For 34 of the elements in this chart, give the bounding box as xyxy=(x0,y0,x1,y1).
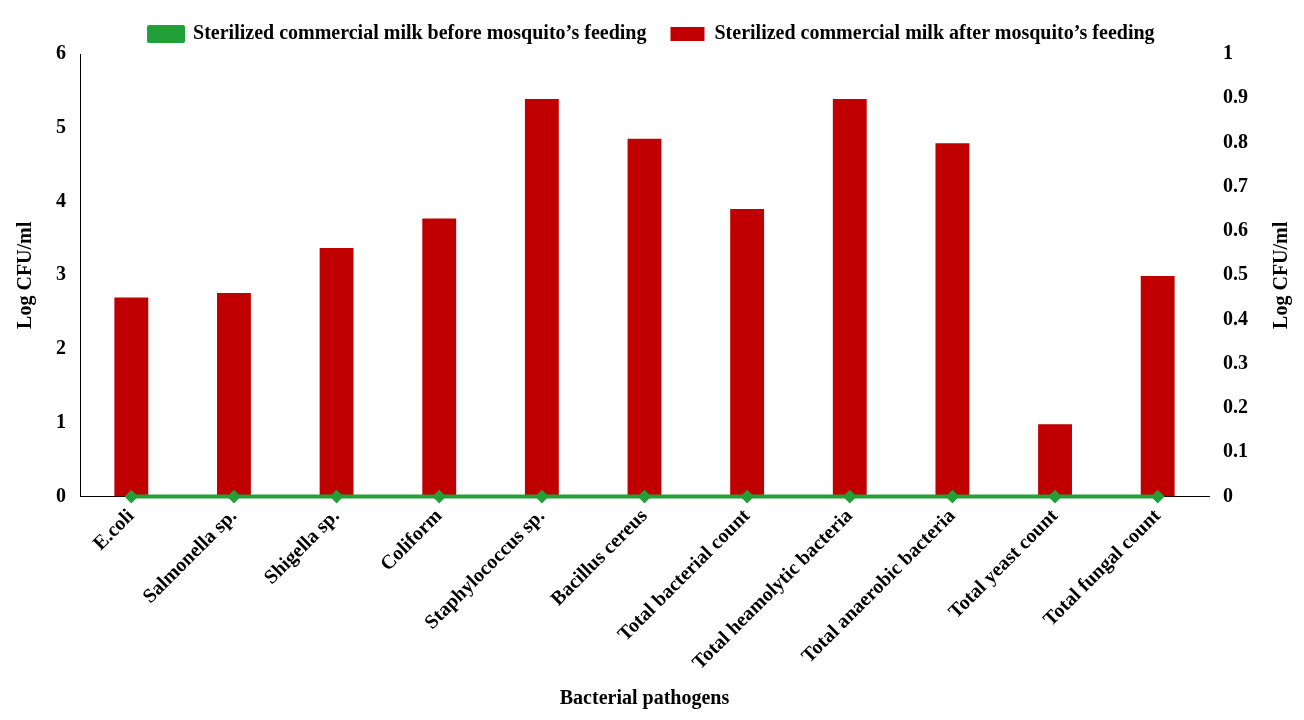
bar xyxy=(730,208,765,497)
y-axis-title: Log CFU/ml xyxy=(13,221,37,329)
y-tick-label: 1 xyxy=(56,409,66,432)
bar xyxy=(935,143,970,497)
bar xyxy=(217,293,251,497)
bar xyxy=(114,297,149,497)
y2-tick-label: 0.8 xyxy=(1223,129,1248,152)
y-tick-label: 4 xyxy=(56,188,66,211)
bar xyxy=(1038,424,1072,497)
y-tick-label: 0 xyxy=(56,483,66,506)
y2-tick-label: 0.1 xyxy=(1223,439,1248,462)
y2-tick-label: 1 xyxy=(1223,41,1233,64)
y-tick-label: 2 xyxy=(56,336,66,359)
bar xyxy=(422,218,457,497)
y2-tick-label: 0.4 xyxy=(1223,306,1248,329)
x-axis-title: Bacterial pathogens xyxy=(559,686,730,710)
y2-tick-label: 0 xyxy=(1223,483,1233,506)
legend-label: Sterilized commercial milk after mosquito’s feeding xyxy=(714,21,1155,45)
y2-tick-label: 0.3 xyxy=(1223,350,1248,373)
y2-tick-label: 0.2 xyxy=(1223,395,1248,418)
y2-tick-label: 0.7 xyxy=(1223,173,1248,196)
y2-tick-label: 0.9 xyxy=(1223,85,1248,108)
bar xyxy=(319,248,354,497)
y2-axis-title: Log CFU/ml xyxy=(1269,221,1293,329)
y2-tick-label: 0.5 xyxy=(1223,262,1248,285)
legend-label: Sterilized commercial milk before mosquito’s feeding xyxy=(193,21,647,45)
bar xyxy=(832,99,867,497)
bar xyxy=(1140,276,1175,497)
y-tick-label: 6 xyxy=(56,41,66,64)
bar xyxy=(627,138,662,497)
bar xyxy=(524,99,559,497)
y-tick-label: 5 xyxy=(56,114,66,137)
y-tick-label: 3 xyxy=(56,262,66,285)
y2-tick-label: 0.6 xyxy=(1223,218,1248,241)
